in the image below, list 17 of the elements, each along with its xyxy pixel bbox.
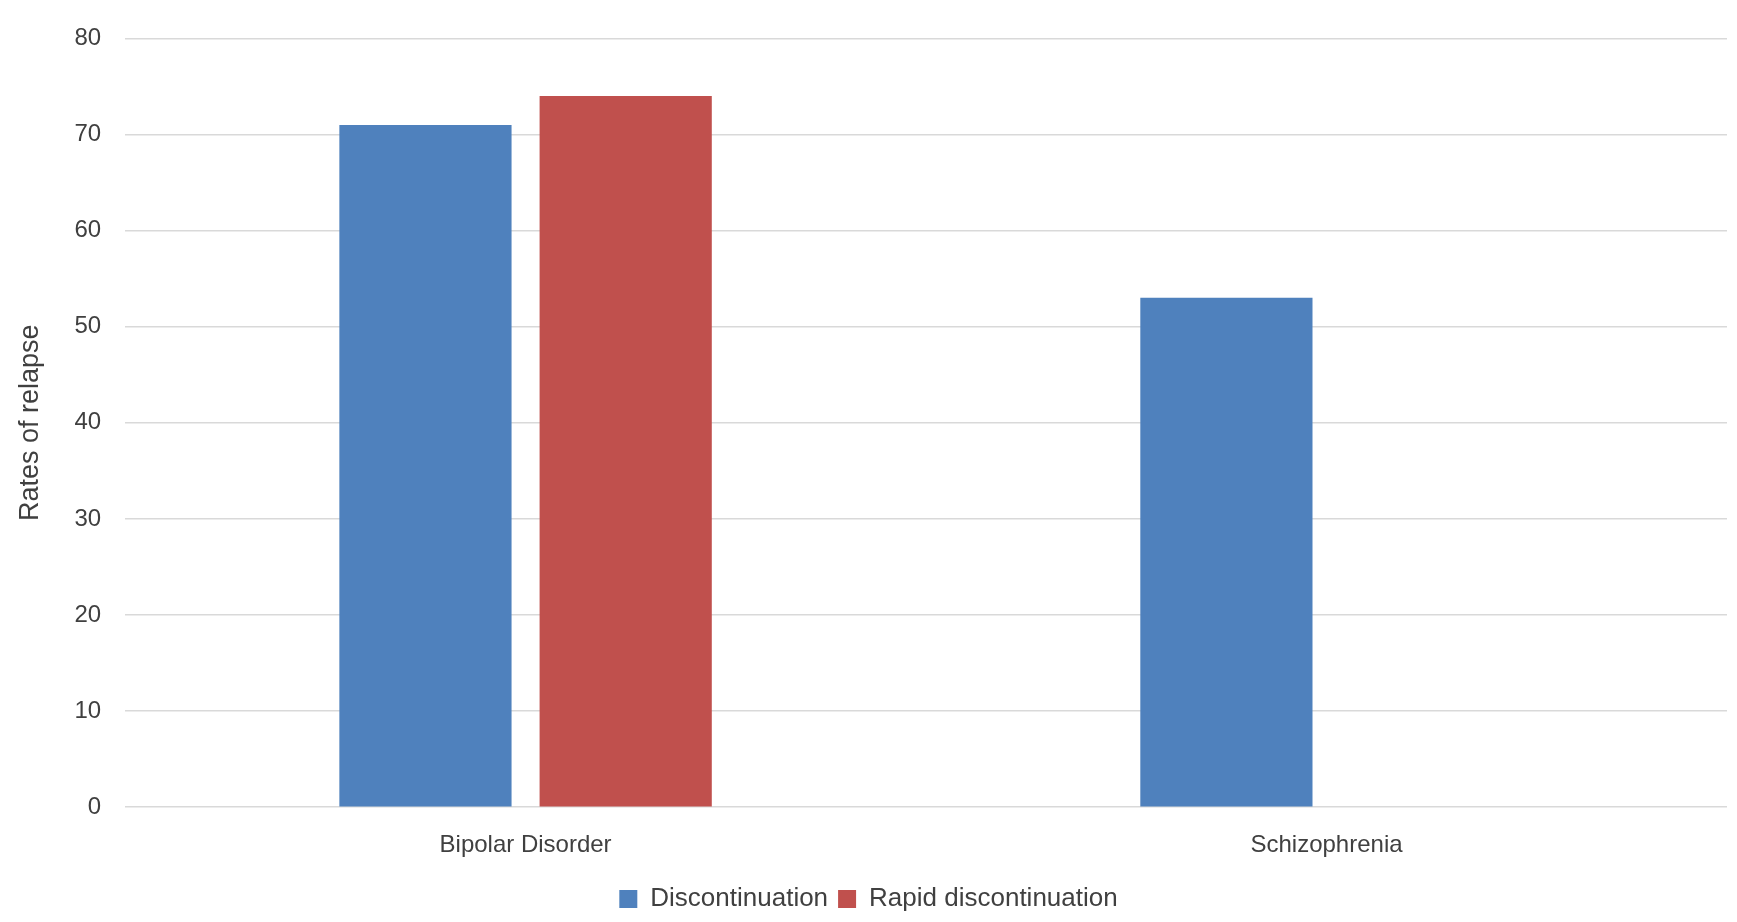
bar [539,96,712,807]
y-axis-title: Rates of relapse [13,324,44,522]
legend-label: Discontinuation [650,882,829,913]
y-tick-label: 50 [74,311,102,339]
y-tick-label: 40 [74,407,102,435]
y-tick-label: 70 [74,119,102,147]
y-tick-label: 0 [87,791,102,819]
y-tick-label: 20 [74,599,102,627]
x-tick-label: Schizophrenia [1250,830,1404,858]
y-tick-label: 80 [74,23,102,51]
y-tick-label: 10 [74,695,102,723]
legend-label: Rapid discontinuation [869,882,1118,913]
y-tick-label: 60 [74,215,102,243]
y-tick-label: 30 [74,503,102,531]
bar [339,124,512,807]
bar [1140,297,1313,807]
x-tick-label: Bipolar Disorder [439,830,612,858]
